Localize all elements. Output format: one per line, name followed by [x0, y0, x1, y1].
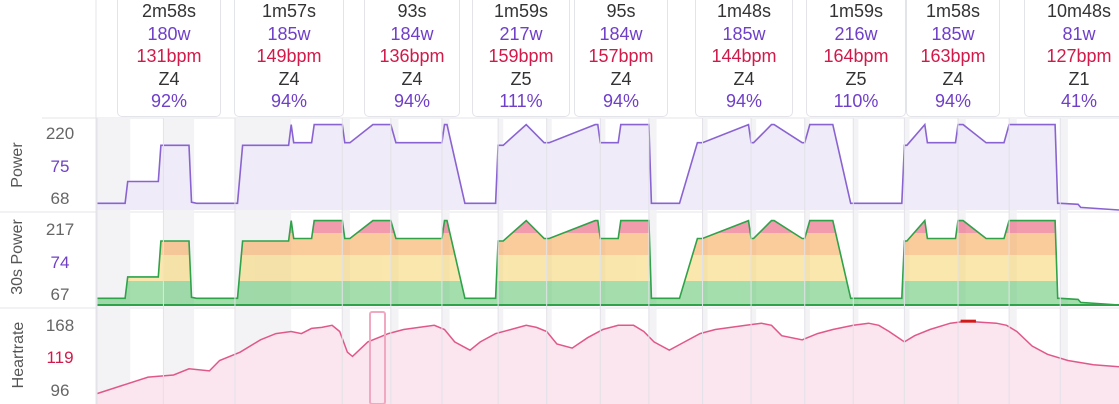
interval-band [97, 118, 131, 404]
power-tick-min: 68 [50, 189, 70, 208]
interval-zone: Z4 [733, 68, 755, 89]
interval-zone: Z4 [278, 68, 300, 89]
interval-percent: 94% [393, 91, 431, 111]
interval-card[interactable]: 10m48s 81w 127bpm Z1 41% [1024, 0, 1119, 117]
interval-card[interactable]: 2m58s 180w 131bpm Z4 92% [117, 0, 221, 117]
interval-percent: 110% [833, 91, 879, 111]
power-line [97, 122, 1119, 211]
zone-band [97, 255, 1119, 281]
interval-card[interactable]: 1m57s 185w 149bpm Z4 94% [234, 0, 344, 117]
zone-band [97, 281, 1119, 305]
interval-card[interactable]: 95s 184w 157bpm Z4 94% [574, 0, 668, 117]
power-panel [97, 122, 1119, 211]
power30-tick-min: 67 [50, 285, 70, 304]
power30-line [97, 218, 1119, 306]
interval-heartrate: 149bpm [256, 46, 322, 66]
interval-heartrate: 163bpm [920, 46, 986, 66]
interval-zone: Z4 [942, 68, 964, 89]
heartrate-panel [96, 319, 1119, 404]
interval-band [853, 118, 859, 404]
interval-power: 184w [390, 23, 434, 44]
interval-percent: 94% [725, 91, 763, 111]
hr-tick-max: 168 [45, 316, 75, 335]
interval-duration: 93s [397, 1, 427, 21]
interval-duration: 10m48s [1046, 1, 1112, 21]
power30-axis-label: 30s Power [9, 219, 26, 295]
interval-card[interactable]: 1m59s 217w 159bpm Z5 111% [472, 0, 570, 117]
interval-duration: 95s [606, 1, 636, 21]
selection-marker[interactable] [369, 311, 386, 404]
hr-tick-min: 96 [50, 381, 70, 400]
interval-duration: 1m48s [716, 1, 772, 21]
interval-duration: 1m59s [828, 1, 884, 21]
interval-gridlines [96, 118, 1061, 404]
interval-card[interactable]: 1m48s 185w 144bpm Z4 94% [695, 0, 793, 117]
interval-card[interactable]: 93s 184w 136bpm Z4 94% [364, 0, 460, 117]
power30-tick-max: 217 [45, 220, 75, 239]
interval-percent: 41% [1060, 91, 1098, 111]
interval-power: 217w [499, 23, 543, 44]
interval-percent: 111% [499, 91, 543, 111]
power30-tick-ftp: 74 [50, 253, 70, 272]
power-tick-ftp: 75 [50, 157, 70, 176]
interval-percent: 94% [270, 91, 308, 111]
heartrate-area [97, 321, 1119, 404]
power-tick-max: 220 [45, 124, 75, 143]
heartrate-line [96, 320, 1119, 395]
interval-power: 185w [931, 23, 975, 44]
power-area [97, 124, 1119, 210]
interval-duration: 1m58s [925, 1, 981, 21]
interval-power: 180w [147, 23, 191, 44]
interval-percent: 94% [602, 91, 640, 111]
interval-percent: 94% [934, 91, 972, 111]
interval-zone: Z5 [510, 68, 532, 89]
interval-heartrate: 136bpm [379, 46, 445, 66]
interval-card[interactable]: 1m58s 185w 163bpm Z4 94% [906, 0, 1000, 117]
power-axis-label: Power [9, 142, 26, 188]
interval-zone: Z4 [610, 68, 632, 89]
interval-heartrate: 157bpm [588, 46, 654, 66]
interval-power: 81w [1062, 23, 1096, 44]
interval-zone: Z4 [158, 68, 180, 89]
interval-heartrate: 164bpm [823, 46, 889, 66]
interval-heartrate: 131bpm [136, 46, 202, 66]
interval-zone: Z1 [1068, 68, 1090, 89]
interval-heartrate: 127bpm [1046, 46, 1112, 66]
interval-power: 216w [834, 23, 878, 44]
interval-duration: 2m58s [141, 1, 197, 21]
interval-heartrate: 144bpm [711, 46, 777, 66]
interval-power: 185w [267, 23, 311, 44]
interval-band [1060, 118, 1068, 404]
interval-duration: 1m57s [261, 1, 317, 21]
interval-percent: 92% [150, 91, 188, 111]
interval-card[interactable]: 1m59s 216w 164bpm Z5 110% [806, 0, 906, 117]
interval-zone: Z5 [845, 68, 867, 89]
interval-heartrate: 159bpm [488, 46, 554, 66]
interval-power: 185w [722, 23, 766, 44]
interval-duration: 1m59s [493, 1, 549, 21]
interval-power: 184w [599, 23, 643, 44]
interval-band [648, 118, 657, 404]
hr-tick-threshold: 119 [46, 348, 74, 367]
heartrate-axis-label: Heartrate [10, 321, 27, 389]
interval-zone: Z4 [401, 68, 423, 89]
